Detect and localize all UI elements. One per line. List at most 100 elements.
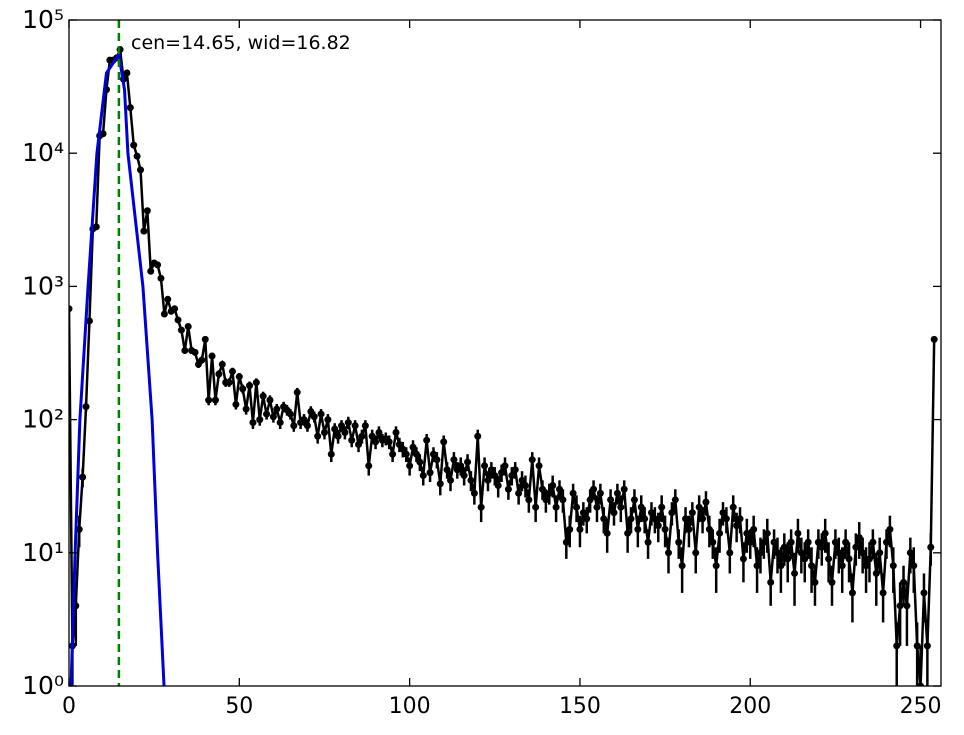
data-point xyxy=(259,392,267,400)
data-point xyxy=(579,509,587,517)
plot-frame xyxy=(68,19,942,687)
data-point xyxy=(126,104,134,112)
x-tick-label: 200 xyxy=(729,694,771,719)
data-point xyxy=(753,562,761,570)
data-point xyxy=(743,529,751,537)
data-point xyxy=(682,515,690,523)
data-point xyxy=(317,410,325,418)
data-point xyxy=(174,316,182,324)
data-point xyxy=(229,367,236,375)
data-point xyxy=(661,525,669,533)
data-point xyxy=(355,441,363,449)
data-point xyxy=(542,496,550,504)
data-point xyxy=(692,549,700,557)
data-point xyxy=(845,555,853,563)
data-point xyxy=(705,525,713,533)
data-point xyxy=(498,469,506,477)
data-point xyxy=(450,456,458,464)
data-point xyxy=(811,578,819,586)
data-point xyxy=(760,538,768,546)
data-point xyxy=(266,396,274,404)
data-point xyxy=(920,589,928,597)
data-point xyxy=(276,419,284,427)
data-point xyxy=(583,515,591,523)
data-point xyxy=(852,543,860,551)
data-point xyxy=(406,462,414,470)
data-point xyxy=(750,525,758,533)
data-point xyxy=(447,476,454,484)
data-point xyxy=(269,413,277,421)
data-point xyxy=(876,549,884,557)
data-point xyxy=(130,141,138,149)
data-point xyxy=(855,534,863,542)
data-point xyxy=(82,403,90,411)
data-point xyxy=(780,543,788,551)
y-tick-label: 10² xyxy=(22,405,64,434)
data-point xyxy=(794,529,802,537)
data-point xyxy=(504,485,512,493)
data-point xyxy=(293,388,301,396)
data-point xyxy=(651,515,659,523)
data-point xyxy=(521,482,529,490)
fit-curve xyxy=(69,50,166,686)
data-point xyxy=(320,429,328,437)
data-point xyxy=(613,489,621,497)
data-point xyxy=(528,456,536,464)
plot-area xyxy=(69,20,938,686)
x-tick-label: 150 xyxy=(559,694,601,719)
data-point xyxy=(627,515,635,523)
data-point xyxy=(433,456,441,464)
x-tick-label: 100 xyxy=(389,694,431,719)
data-point xyxy=(535,462,543,470)
data-point xyxy=(511,466,519,474)
data-point xyxy=(801,555,809,563)
data-point xyxy=(457,462,465,470)
data-point xyxy=(525,496,533,504)
data-point xyxy=(372,438,380,446)
data-point xyxy=(211,396,219,404)
y-tick-label: 10⁰ xyxy=(22,671,64,700)
data-point xyxy=(923,642,931,650)
data-point xyxy=(848,589,856,597)
data-point xyxy=(709,538,717,546)
data-point xyxy=(838,562,846,570)
data-point xyxy=(215,370,223,378)
data-point xyxy=(69,305,73,313)
data-point xyxy=(481,462,489,470)
data-point xyxy=(171,305,179,313)
data-point xyxy=(157,274,165,282)
data-point xyxy=(399,445,407,453)
data-point xyxy=(644,538,652,546)
data-point xyxy=(736,515,744,523)
data-point xyxy=(896,602,904,610)
data-point xyxy=(242,405,250,413)
data-point xyxy=(246,382,254,390)
data-point xyxy=(586,496,594,504)
data-point xyxy=(508,472,516,480)
data-point xyxy=(273,405,281,413)
data-point xyxy=(678,562,686,570)
data-point xyxy=(576,525,584,533)
data-point xyxy=(872,569,880,577)
data-point xyxy=(556,485,563,493)
data-point xyxy=(784,555,792,563)
x-tick-label: 50 xyxy=(225,694,253,719)
data-point xyxy=(774,549,781,557)
data-point xyxy=(712,562,720,570)
data-point xyxy=(460,472,468,480)
data-point xyxy=(232,400,240,408)
data-point xyxy=(160,310,168,318)
data-point xyxy=(859,549,867,557)
data-point xyxy=(835,549,843,557)
data-point xyxy=(314,432,322,440)
data-point xyxy=(630,496,638,504)
data-point xyxy=(338,422,345,430)
data-point xyxy=(545,489,553,497)
data-point xyxy=(559,496,567,504)
data-point xyxy=(324,416,332,424)
data-point xyxy=(140,227,148,235)
data-point xyxy=(252,378,260,386)
data-point xyxy=(756,549,764,557)
data-point xyxy=(722,515,730,523)
data-point xyxy=(235,373,243,381)
